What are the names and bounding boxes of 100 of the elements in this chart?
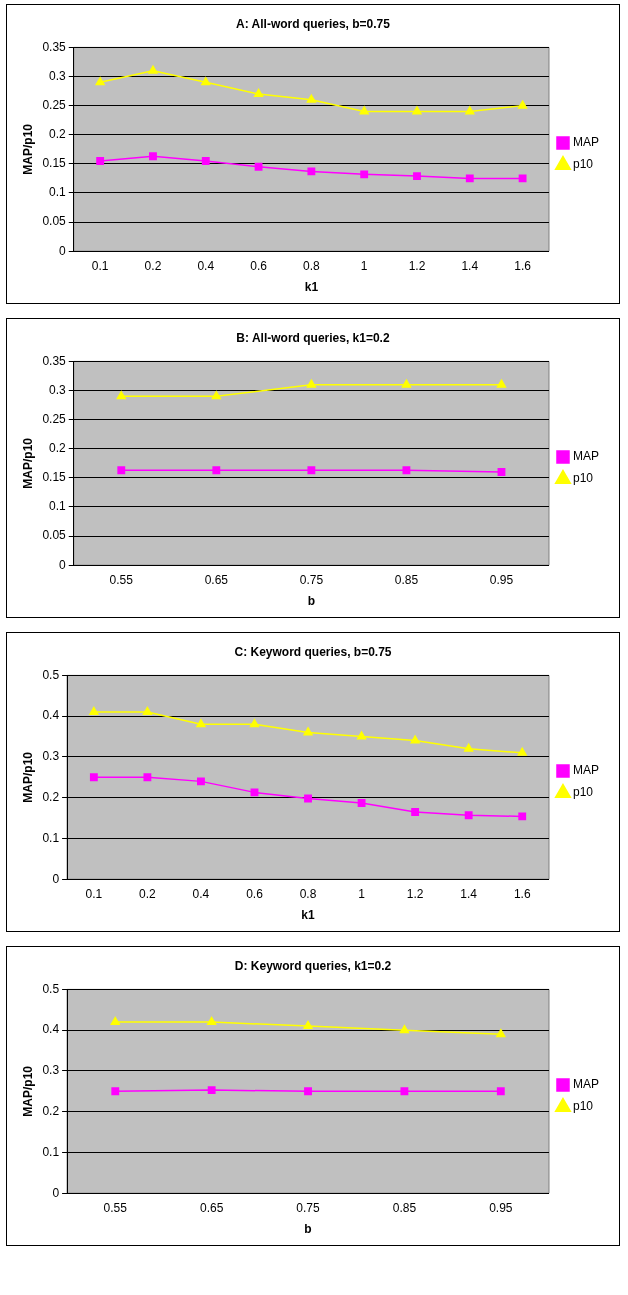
y-axis-title: MAP/p10: [20, 751, 35, 803]
point: [197, 777, 205, 786]
x-tick-label: 0.95: [489, 1200, 513, 1215]
legend-label: MAP: [573, 449, 600, 464]
legend-label: p10: [573, 1099, 594, 1114]
legend-label: MAP: [573, 135, 600, 150]
point: [357, 799, 366, 807]
point: [89, 773, 98, 782]
point: [201, 157, 210, 165]
x-axis-title: k1: [304, 280, 319, 295]
point: [249, 719, 260, 728]
point: [117, 466, 126, 475]
y-tick-label: 0.1: [42, 1144, 60, 1159]
y-tick-label: 0.15: [42, 470, 67, 485]
y-tick-label: 0.5: [42, 981, 60, 996]
point: [465, 106, 475, 115]
point: [410, 735, 420, 744]
point: [464, 811, 473, 820]
x-tick-label: 1.2: [406, 886, 424, 901]
point: [307, 167, 316, 176]
y-tick-label: 0: [59, 557, 67, 572]
y-axis-title: MAP/p10: [20, 123, 35, 175]
legend-label: p10: [573, 785, 594, 800]
point: [307, 466, 316, 475]
x-tick-label: 0.55: [103, 1200, 128, 1215]
x-tick-label: 1: [358, 886, 366, 901]
point: [110, 1016, 120, 1026]
y-tick-label: 0: [52, 1185, 60, 1200]
point: [306, 379, 317, 388]
y-tick-label: 0.15: [42, 156, 67, 171]
x-tick-label: 0.8: [303, 258, 321, 273]
x-tick-label: 0.1: [85, 886, 103, 901]
y-tick-label: 0.05: [42, 214, 67, 229]
point: [517, 100, 528, 109]
x-tick-label: 0.4: [197, 258, 215, 273]
y-tick-label: 0.1: [42, 830, 60, 845]
y-tick-label: 0.1: [49, 499, 67, 514]
x-tick-label: 0.2: [139, 886, 157, 901]
x-tick-label: 0.1: [91, 258, 109, 273]
y-tick-label: 0: [59, 243, 67, 258]
x-tick-label: 0.8: [299, 886, 317, 901]
point: [196, 719, 206, 728]
y-tick-label: 0.3: [49, 68, 67, 83]
point: [250, 788, 259, 797]
point: [303, 727, 313, 736]
x-tick-label: 0.95: [489, 572, 514, 587]
x-tick-label: 1.6: [514, 258, 532, 273]
point: [413, 172, 421, 181]
x-tick-label: 0.85: [394, 572, 419, 587]
x-tick-label: 0.75: [296, 1200, 321, 1215]
point: [356, 731, 367, 740]
point: [496, 1028, 506, 1038]
x-tick-label: 0.65: [199, 1200, 224, 1215]
y-tick-label: 0.1: [49, 185, 67, 200]
chart-title: B: All-word queries, k1=0.2: [236, 330, 390, 345]
x-tick-label: 0.6: [246, 886, 264, 901]
y-tick-label: 0.2: [49, 127, 67, 142]
point: [148, 65, 158, 74]
point: [496, 1087, 505, 1096]
chart-title: C: Keyword queries, b=0.75: [234, 644, 392, 659]
point: [465, 174, 474, 183]
legend-label: MAP: [573, 763, 600, 778]
point: [304, 1087, 312, 1096]
point: [496, 379, 507, 388]
point: [149, 152, 157, 161]
point: [400, 1087, 409, 1096]
legend-label: p10: [573, 157, 594, 172]
x-tick-label: 0.2: [144, 258, 162, 273]
point: [111, 1087, 120, 1096]
chart-title: A: All-word queries, b=0.75: [236, 16, 391, 31]
point: [359, 106, 369, 115]
x-axis-title: k1: [301, 908, 316, 923]
point: [143, 773, 152, 782]
point: [497, 468, 506, 476]
legend-label: p10: [573, 471, 594, 486]
point: [89, 706, 99, 716]
legend-label: MAP: [573, 1077, 600, 1092]
point: [464, 743, 474, 752]
point: [212, 466, 221, 475]
point: [211, 391, 221, 400]
point: [518, 174, 527, 183]
y-tick-label: 0.3: [42, 1063, 60, 1078]
point: [254, 162, 263, 171]
y-tick-label: 0.2: [42, 1103, 60, 1118]
point: [207, 1016, 217, 1026]
y-tick-label: 0: [52, 871, 60, 886]
x-tick-label: 1.4: [460, 886, 478, 901]
y-tick-label: 0.25: [42, 411, 67, 426]
point: [401, 379, 412, 388]
y-tick-label: 0.35: [42, 39, 67, 54]
y-tick-label: 0.4: [42, 1022, 60, 1037]
y-axis-title: MAP/p10: [20, 437, 35, 489]
point: [518, 812, 527, 821]
y-tick-label: 0.2: [42, 789, 60, 804]
point: [116, 391, 126, 400]
point: [142, 706, 153, 716]
y-tick-label: 0.25: [42, 97, 67, 112]
y-tick-label: 0.05: [42, 528, 67, 543]
chart-title: D: Keyword queries, k1=0.2: [234, 958, 392, 973]
point: [306, 94, 317, 103]
